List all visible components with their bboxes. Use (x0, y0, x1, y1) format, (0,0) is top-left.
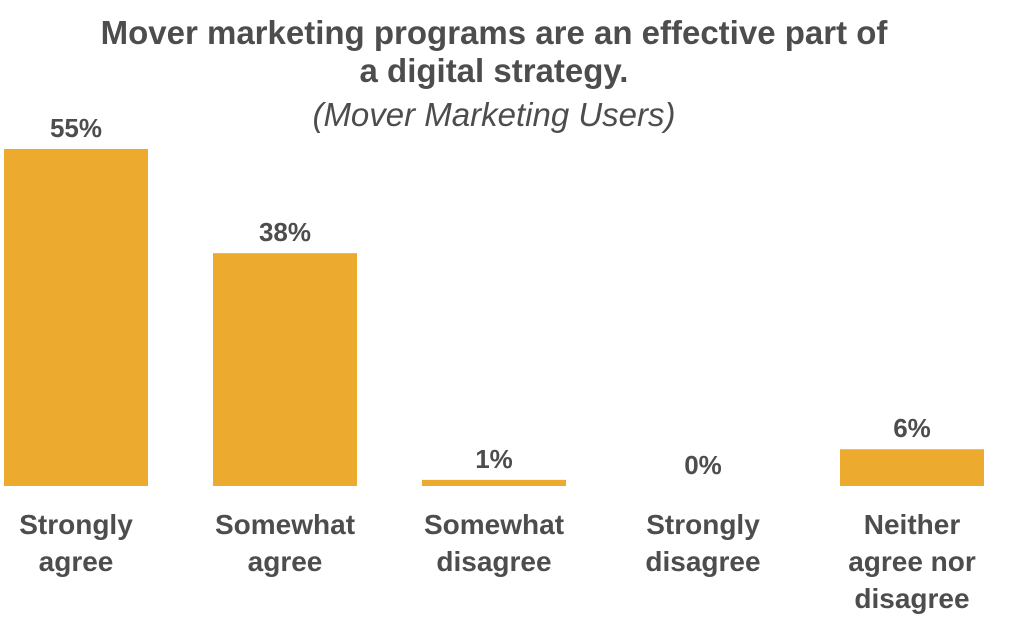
category-label-line: disagree (436, 546, 551, 577)
labels-layer: 55% Strongly agree 38% Somewhat agree 1% Somewh… (19, 113, 976, 614)
category-label-line: agree nor (848, 546, 976, 577)
category-label-line: Neither (864, 509, 961, 540)
bar-1 (4, 149, 148, 486)
chart-subtitle: (Mover Marketing Users) (312, 96, 675, 133)
category-label-line: disagree (645, 546, 760, 577)
chart-title-line-1: Mover marketing programs are an effectiv… (101, 14, 889, 51)
value-label-3: 1% (475, 444, 513, 474)
bars-layer (4, 149, 984, 486)
category-label-1: Strongly agree (19, 509, 133, 577)
category-label-line: agree (248, 546, 323, 577)
bar-3 (422, 479, 566, 486)
value-label-2: 38% (259, 217, 311, 247)
value-label-4: 0% (684, 450, 722, 480)
category-label-4: Strongly disagree (645, 509, 760, 577)
category-label-3: Somewhat disagree (424, 509, 564, 577)
category-label-line: Somewhat (215, 509, 355, 540)
chart-title-line-2: a digital strategy. (360, 52, 629, 89)
category-label-line: Somewhat (424, 509, 564, 540)
bar-2 (213, 253, 357, 486)
value-label-5: 6% (893, 413, 931, 443)
category-label-2: Somewhat agree (215, 509, 355, 577)
category-label-5: Neither agree nor disagree (848, 509, 976, 614)
category-label-line: disagree (854, 583, 969, 614)
value-label-1: 55% (50, 113, 102, 143)
bar-5 (840, 449, 984, 486)
category-label-line: agree (39, 546, 114, 577)
category-label-line: Strongly (646, 509, 760, 540)
category-label-line: Strongly (19, 509, 133, 540)
